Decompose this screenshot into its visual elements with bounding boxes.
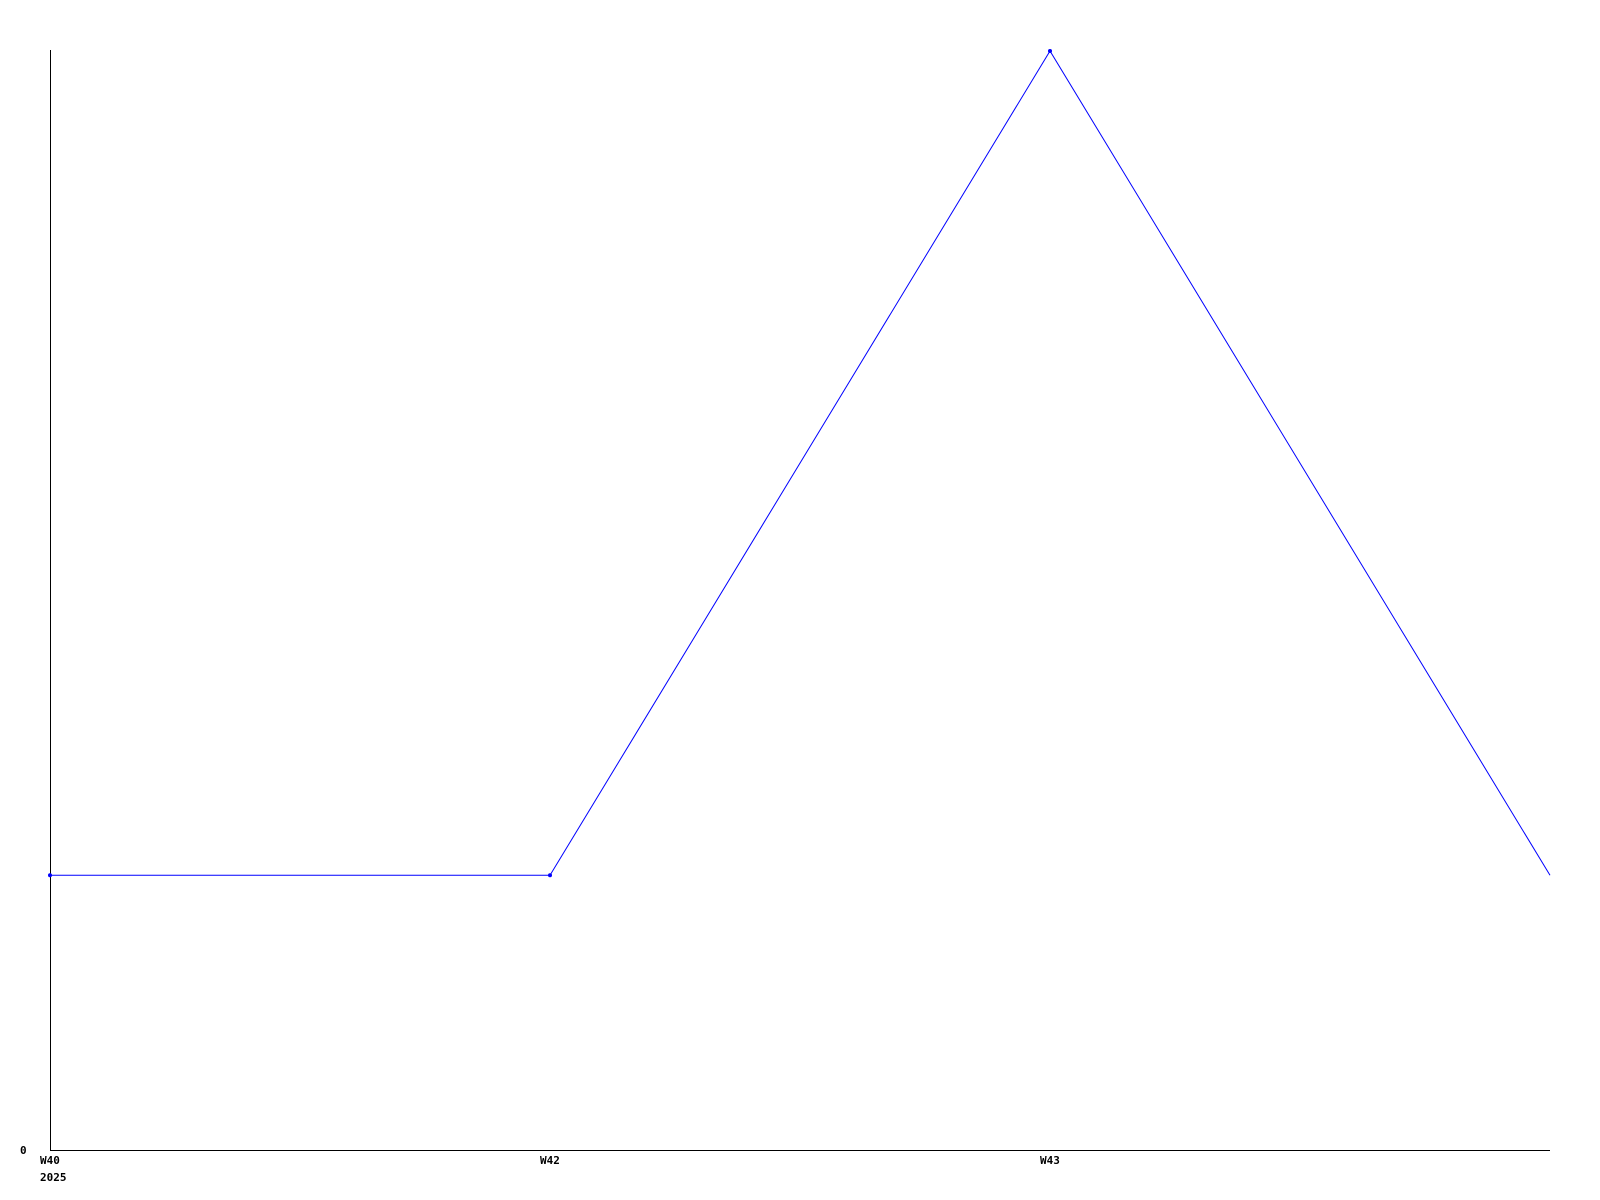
data-point bbox=[548, 873, 552, 878]
series-line bbox=[50, 50, 1551, 876]
x-tick-label: W42 bbox=[540, 1154, 560, 1167]
x-tick-sublabel: 2025 bbox=[40, 1171, 67, 1184]
x-tick-label: W43 bbox=[1040, 1154, 1060, 1167]
y-tick-label: 0 bbox=[20, 1144, 27, 1157]
data-point bbox=[1048, 49, 1052, 53]
data-point bbox=[48, 873, 52, 878]
x-tick-label: W40 bbox=[40, 1154, 60, 1167]
